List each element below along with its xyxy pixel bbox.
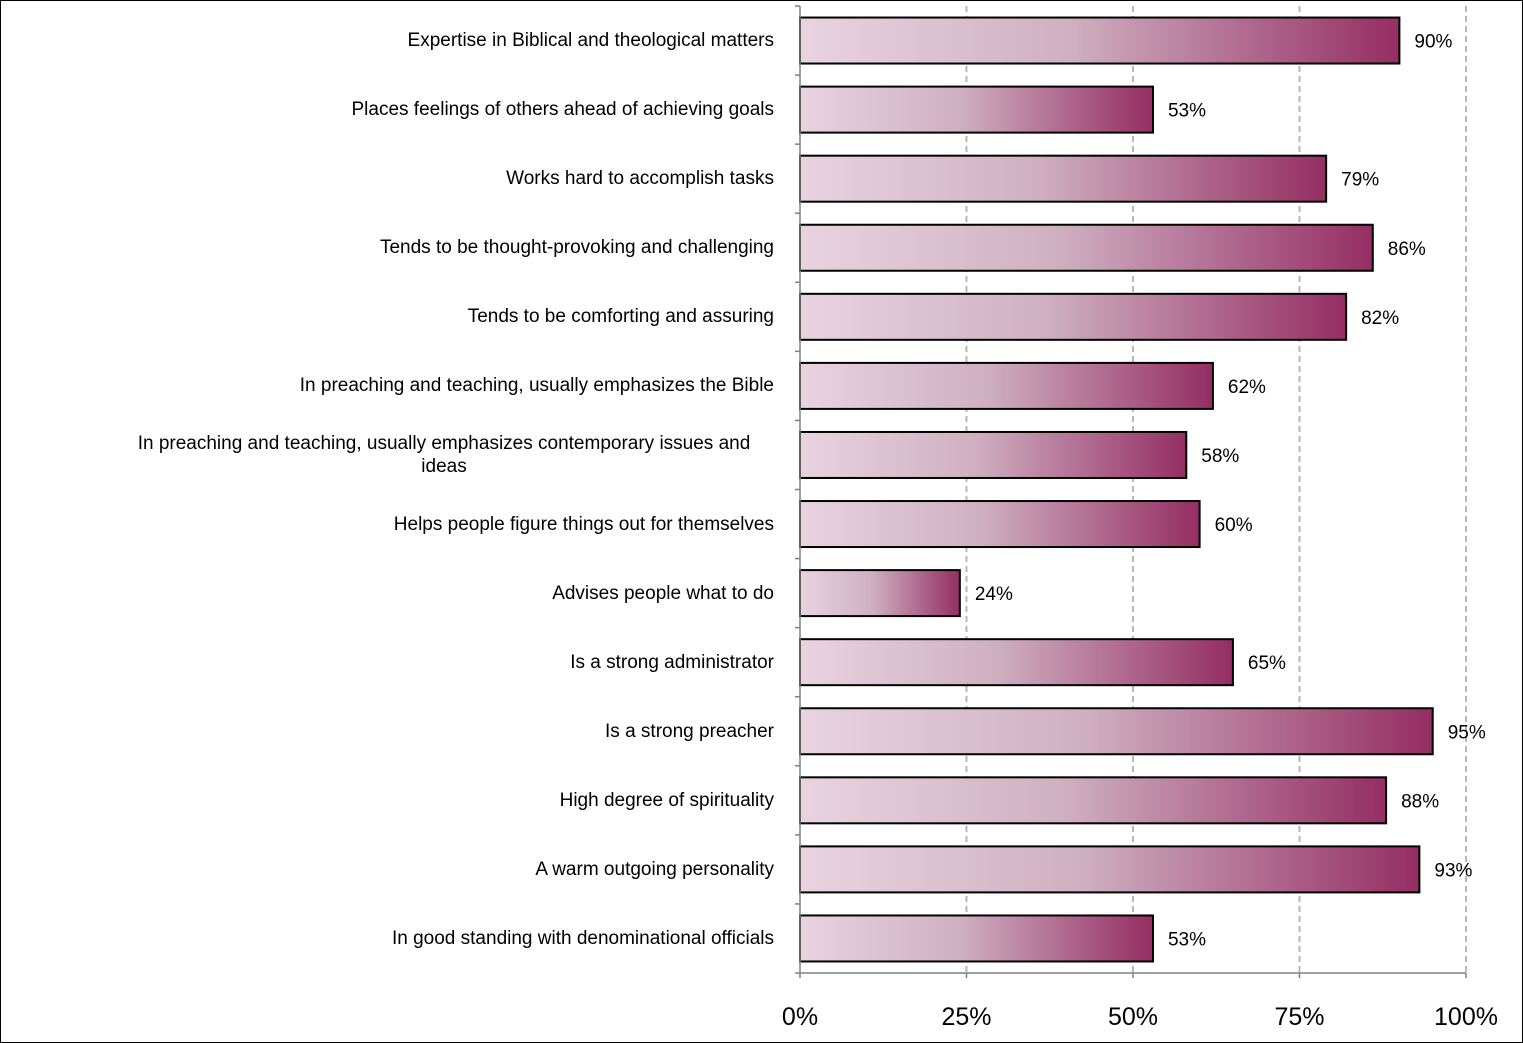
data-label: 60% <box>1215 515 1253 536</box>
category-label: Advises people what to do <box>552 582 774 604</box>
bar <box>799 569 961 618</box>
category-label: Places feelings of others ahead of achie… <box>351 99 775 121</box>
category-label: Tends to be thought-provoking and challe… <box>379 237 774 259</box>
data-label: 58% <box>1201 446 1239 467</box>
data-label: 93% <box>1434 860 1472 881</box>
data-label: 24% <box>975 584 1013 605</box>
bars <box>799 16 1434 963</box>
category-label: In preaching and teaching, usually empha… <box>137 432 751 477</box>
category-label: Works hard to accomplish tasks <box>506 168 774 190</box>
bar <box>799 707 1434 756</box>
data-label: 65% <box>1248 653 1286 674</box>
bar <box>799 430 1188 479</box>
bar <box>799 85 1154 134</box>
x-tick-label: 75% <box>1274 1003 1324 1031</box>
bar <box>799 154 1328 203</box>
data-label: 88% <box>1401 791 1439 812</box>
data-label: 53% <box>1168 101 1206 122</box>
axes <box>795 5 1467 978</box>
bar <box>799 223 1374 272</box>
data-labels: 90% 53% 79% 86% 82% 62% 58% 60% 24% 65% 95% 88% 93% 5… <box>975 32 1486 951</box>
bar <box>799 776 1388 825</box>
bar <box>799 292 1348 341</box>
x-tick-label: 50% <box>1108 1003 1158 1031</box>
data-label: 90% <box>1414 32 1452 53</box>
category-label: High degree of spirituality <box>559 789 774 811</box>
category-label: Expertise in Biblical and theological ma… <box>407 30 774 52</box>
x-tick-label: 100% <box>1434 1003 1498 1031</box>
bar <box>799 361 1214 410</box>
gridlines <box>965 6 1467 973</box>
bar <box>799 16 1401 65</box>
data-label: 95% <box>1448 722 1486 743</box>
bar <box>799 914 1154 963</box>
bar <box>799 638 1234 687</box>
data-label: 62% <box>1228 377 1266 398</box>
category-label: Tends to be comforting and assuring <box>467 306 774 328</box>
x-tick-labels: 0% 25% 50% 75% 100% <box>782 1003 1498 1031</box>
category-label: Helps people figure things out for thems… <box>393 513 774 535</box>
data-label: 79% <box>1341 170 1379 191</box>
data-label: 82% <box>1361 308 1399 329</box>
category-label: Is a strong preacher <box>605 720 774 742</box>
data-label: 53% <box>1168 929 1206 950</box>
bar <box>799 500 1201 549</box>
category-label: In good standing with denominational off… <box>391 927 774 949</box>
x-tick-label: 0% <box>782 1003 818 1031</box>
x-tick-label: 25% <box>941 1003 991 1031</box>
bar <box>799 845 1421 894</box>
category-label: In preaching and teaching, usually empha… <box>299 375 774 397</box>
data-label: 86% <box>1388 239 1426 260</box>
category-label: Is a strong administrator <box>570 651 774 673</box>
category-label: A warm outgoing personality <box>535 858 774 880</box>
